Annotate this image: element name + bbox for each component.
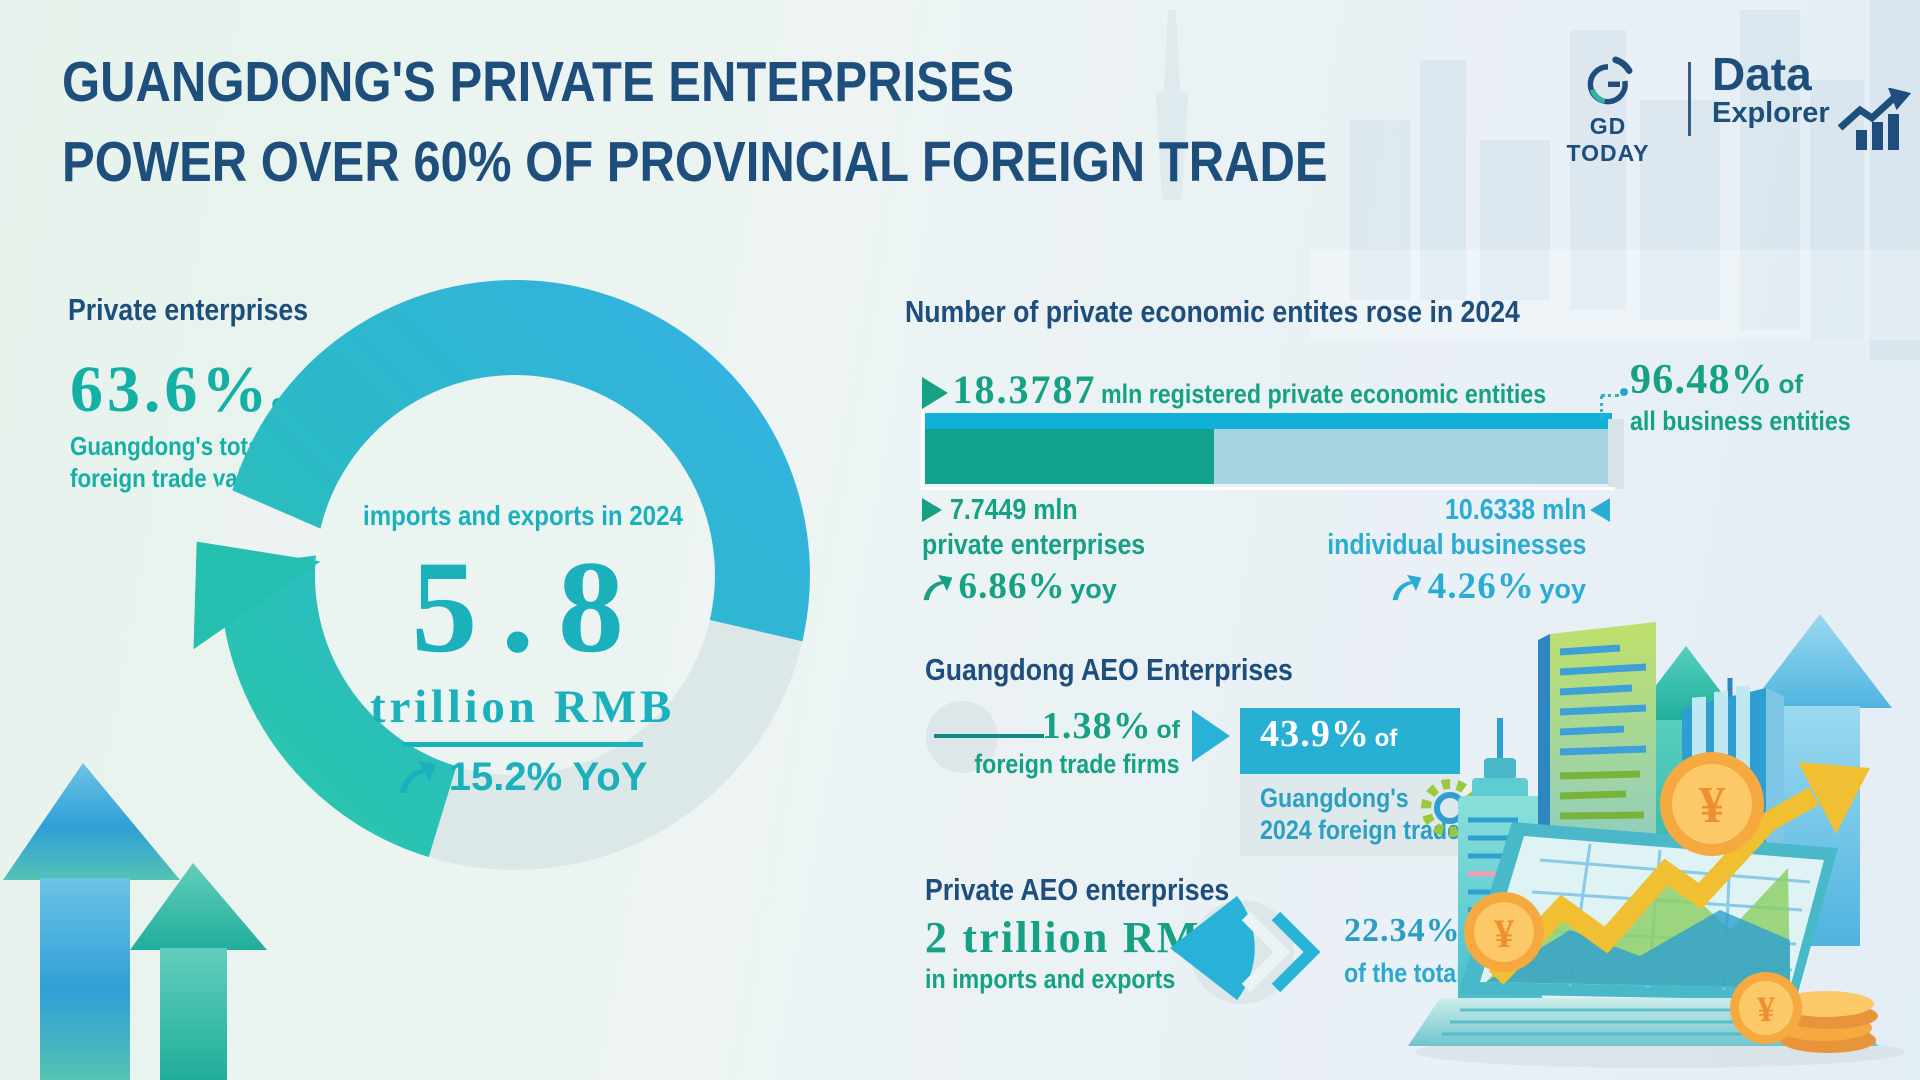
bar-segment-private-enterprises (925, 429, 1214, 484)
donut-underline (402, 742, 643, 747)
bar-top-strip (925, 413, 1612, 429)
laptop-illustration (1408, 822, 1878, 1046)
left-triangle-icon (1590, 498, 1610, 522)
bar-right-yoy-suffix: yoy (1539, 574, 1586, 604)
bar-left-value: 7.7449 mln (950, 494, 1078, 526)
page-title: GUANGDONG'S PRIVATE ENTERPRISES POWER OV… (62, 42, 1534, 202)
donut-center: imports and exports in 2024 5.8 trillion… (315, 500, 730, 800)
aeo-trade-box: 43.9% of Guangdong's 2024 foreign trade (1240, 708, 1460, 856)
growth-arrows-left (3, 763, 267, 1080)
private-aeo-heading: Private AEO enterprises (925, 872, 1230, 907)
big-up-arrow (3, 763, 180, 1080)
connector-dot (1620, 388, 1628, 396)
yuan-coin-large: ¥ (1660, 752, 1764, 856)
aeo-heading: Guangdong AEO Enterprises (925, 652, 1293, 687)
donut-arrow-notch (205, 484, 368, 570)
pie-wedge (1170, 896, 1255, 1000)
donut-arrowhead (193, 541, 321, 650)
chevron-cut (1241, 911, 1291, 993)
explorer-wordmark: Explorer (1712, 97, 1830, 129)
donut-label: imports and exports in 2024 (362, 500, 683, 531)
entities-heading: Number of private economic entites rose … (905, 294, 1520, 329)
chart-arrow-icon (1837, 88, 1912, 150)
yellow-growth-arrow (1488, 762, 1870, 985)
entities-share-value: 96.48% (1630, 357, 1775, 403)
gd-today-logo: GD TODAY (1548, 56, 1668, 167)
chevron-icon (1271, 911, 1321, 993)
aeo-trade-box-top: 43.9% of (1240, 708, 1460, 774)
data-explorer-logo: Data Explorer (1712, 48, 1912, 150)
page-title-line2: POWER OVER 60% OF PROVINCIAL FOREIGN TRA… (62, 130, 1328, 194)
entities-total-label: mln registered private economic entities (1100, 379, 1547, 409)
entities-share-suffix: of (1778, 369, 1804, 399)
entities-total-row: 18.3787 mln registered private economic … (922, 366, 1619, 413)
private-aeo-share-value: 22.34% (1344, 912, 1461, 949)
share-value: 63.6% (70, 353, 272, 426)
up-arrow-icon (1392, 574, 1422, 601)
right-triangle-icon (922, 377, 948, 409)
right-triangle-icon (922, 498, 942, 522)
connector-vertical (1600, 396, 1603, 418)
yuan-symbol: ¥ (1757, 989, 1775, 1029)
private-aeo-share-label: of the total (1344, 958, 1463, 988)
entities-share-callout: 96.48% of all business entities (1630, 356, 1887, 437)
coin-stack: ¥ (1730, 972, 1878, 1053)
bar-segment-individual-businesses (1214, 429, 1612, 484)
entities-share-caption: all business entities (1630, 406, 1851, 436)
aeo-firms-value: 1.38% (1041, 705, 1152, 747)
bar-left-yoy-value: 6.86% (958, 566, 1066, 607)
aeo-firms-suffix: of (1156, 716, 1180, 744)
bar-axis-bottom (921, 487, 1615, 490)
yuan-symbol: ¥ (1494, 911, 1514, 956)
aeo-trade-value: 43.9% (1260, 713, 1371, 755)
bar-left-yoy-suffix: yoy (1070, 574, 1117, 604)
small-up-arrow (130, 863, 267, 1080)
page-title-line1: GUANGDONG'S PRIVATE ENTERPRISES (62, 50, 1015, 114)
entities-total-value: 18.3787 (952, 367, 1097, 412)
brand-divider (1688, 62, 1691, 136)
donut-yoy-row: 15.2% YoY (315, 755, 730, 800)
bar-axis-left (921, 410, 924, 490)
yuan-symbol: ¥ (1699, 777, 1725, 834)
aeo-trade-caption-1: Guangdong's (1260, 783, 1409, 813)
bar-right-label: individual businesses (1326, 529, 1586, 561)
skyline-backdrop (1156, 0, 1920, 360)
donut-yoy: 15.2% YoY (448, 755, 648, 799)
donut-unit: trillion RMB (370, 681, 675, 733)
up-arrow-icon (399, 761, 436, 793)
donut-chart (193, 280, 810, 870)
share-caption-1: Guangdong's total (70, 431, 267, 461)
bar-shadow (1608, 419, 1624, 489)
aeo-trade-box-bottom: Guangdong's 2024 foreign trade (1240, 774, 1460, 856)
aeo-trade-suffix: of (1374, 725, 1398, 752)
aeo-flow-arrow-icon (1192, 710, 1230, 762)
connector-horizontal (1601, 394, 1619, 397)
gd-today-icon (1587, 56, 1633, 105)
bar-right-value: 10.6338 mln (1444, 494, 1586, 526)
private-aeo-label: in imports and exports (925, 964, 1176, 994)
aeo-pointer-line (934, 734, 1044, 738)
private-aeo-pie (1170, 896, 1321, 1004)
share-callout: 63.6%of Guangdong's total foreign trade … (70, 352, 303, 494)
private-aeo-share: 22.34% of the total (1344, 912, 1482, 989)
bar-left-label: private enterprises (922, 529, 1146, 561)
aeo-firms-callout: 1.38% of foreign trade firms (900, 704, 1180, 780)
aeo-firms-label: foreign trade firms (974, 749, 1180, 779)
bar-label-right: 10.6338 mln individual businesses 4.26% … (1260, 494, 1586, 608)
city-economy-illustration: ¥ ¥ ¥ (1408, 614, 1905, 1068)
donut-remainder-segment (428, 619, 803, 870)
gd-today-wordmark: GD TODAY (1566, 113, 1650, 166)
up-arrow-icon (923, 574, 953, 601)
donut-main-segment (219, 280, 810, 858)
donut-value: 5.8 (411, 533, 648, 680)
data-wordmark: Data (1712, 48, 1812, 100)
yuan-coin-small: ¥ (1464, 892, 1544, 972)
private-enterprises-heading: Private enterprises (68, 292, 309, 327)
bar-right-yoy-value: 4.26% (1427, 566, 1536, 607)
bar-label-left: 7.7449 mln private enterprises 6.86% yoy (922, 494, 1182, 608)
